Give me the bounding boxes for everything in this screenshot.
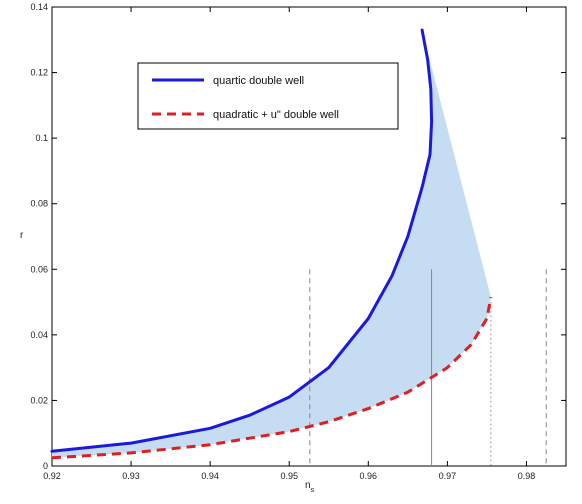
y-tick-label: 0.06: [30, 264, 48, 274]
shaded-region-layer: [52, 30, 491, 458]
y-tick-label: 0.1: [35, 133, 48, 143]
series-layer: [50, 28, 493, 460]
shaded-region: [52, 30, 491, 458]
legend-box: [137, 62, 399, 130]
y-tick-label: 0.04: [30, 330, 48, 340]
ticks-layer: 0.92 0.93 0.94 0.95 0.96 0.97 0.98 0 0.02 0.04 0.0…: [30, 2, 566, 481]
legend-label-quartic: quartic double well: [213, 75, 304, 87]
reference-lines-layer: [309, 269, 547, 466]
legend-label-quadratic: quadratic + u" double well: [213, 109, 339, 121]
series-line-1: [51, 296, 493, 460]
x-tick-label: 0.92: [43, 471, 61, 481]
x-tick-label: 0.96: [360, 471, 378, 481]
y-tick-label: 0.12: [30, 68, 48, 78]
x-tick-label: 0.97: [439, 471, 457, 481]
x-tick-label: 0.93: [122, 471, 140, 481]
legend: quartic double well quadratic + u" doubl…: [137, 62, 399, 130]
y-axis-label: r: [20, 230, 24, 241]
x-tick-label: 0.95: [280, 471, 298, 481]
x-tick-label: 0.98: [518, 471, 536, 481]
x-tick-label: 0.94: [201, 471, 219, 481]
y-tick-label: 0: [43, 461, 48, 471]
series-line-0: [50, 28, 434, 453]
x-axis-label: ns: [305, 480, 315, 494]
y-tick-label: 0.02: [30, 395, 48, 405]
y-tick-label: 0.14: [30, 2, 48, 12]
y-tick-label: 0.08: [30, 199, 48, 209]
